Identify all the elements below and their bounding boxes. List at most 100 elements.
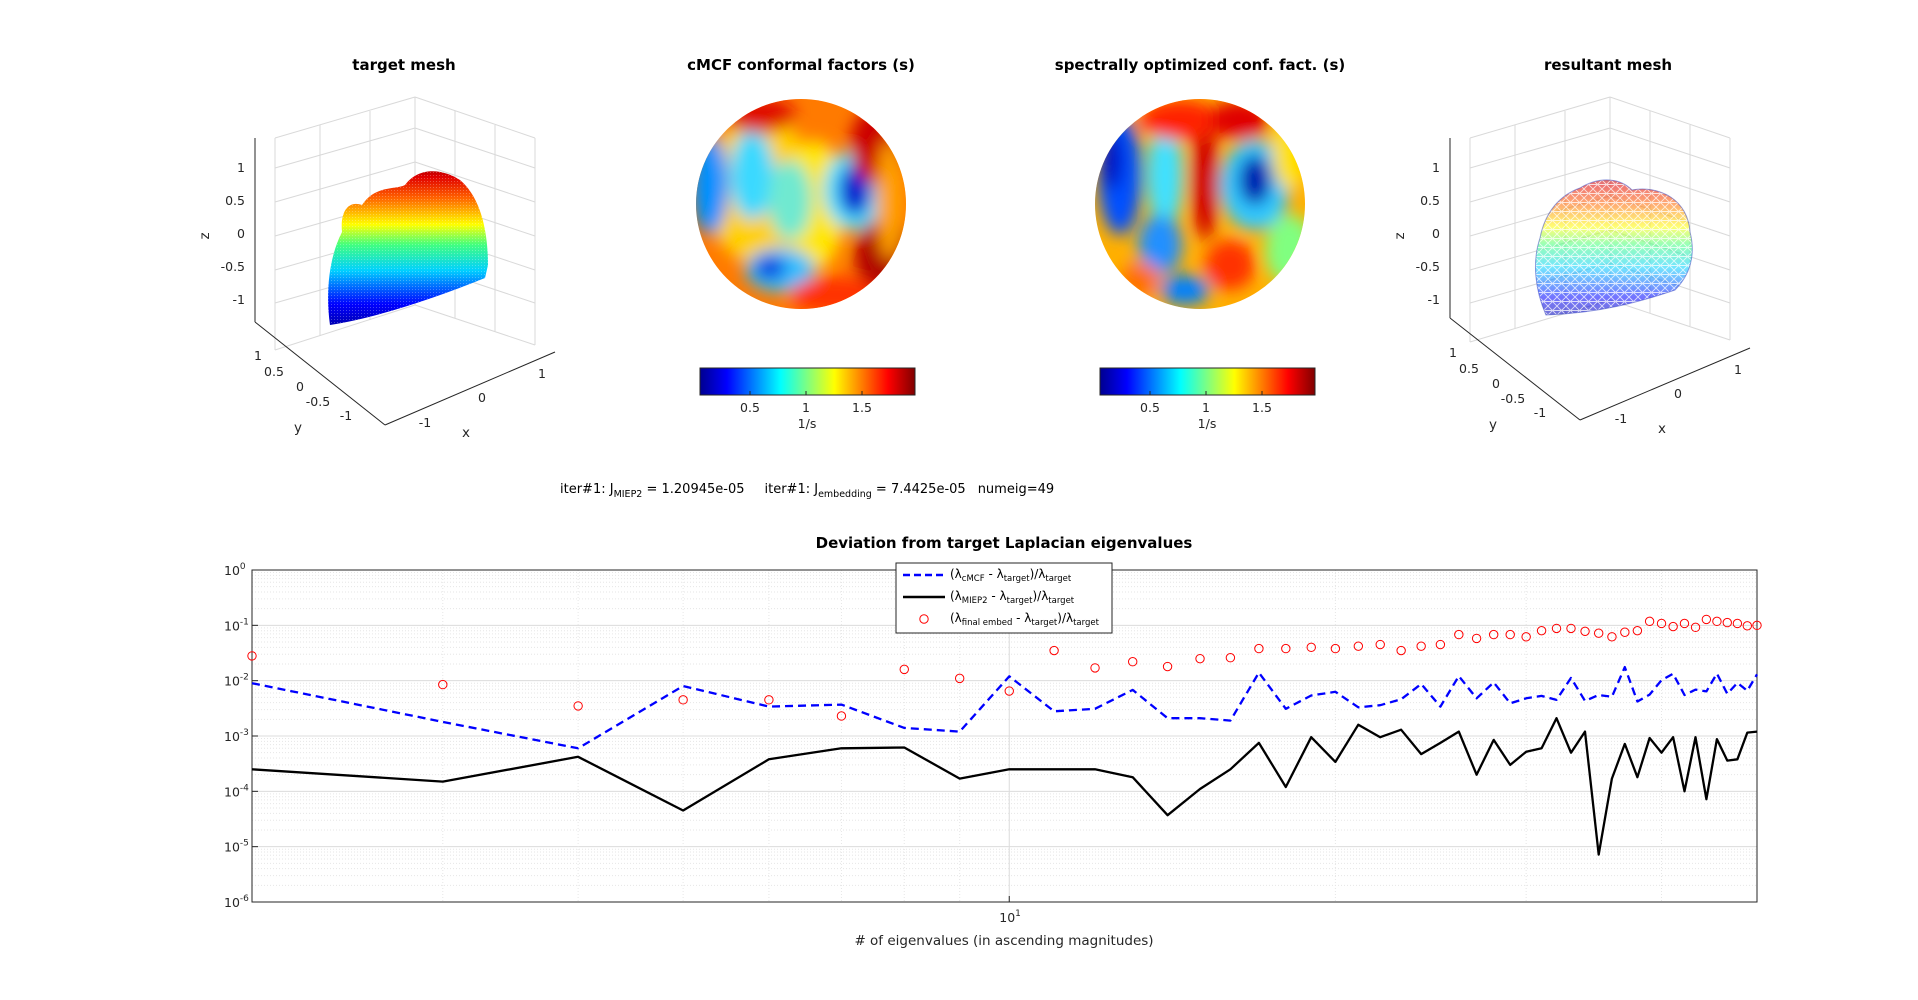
final-embed-point [678,695,688,705]
x-tick-base: 10 [999,910,1015,925]
x-ticks: 101 [999,896,1021,925]
y-tick-base: 10 [224,729,240,744]
x-tick-label: 0 [1674,386,1682,401]
x-tick-label: 1 [538,366,546,381]
legend-label-miep2: (λMIEP2 - λtarget)/λtarget [950,589,1075,606]
info-text: = 1.20945e-05 [642,482,744,497]
y-tick-base: 10 [224,784,240,799]
x-tick-exponent: 1 [1015,909,1021,919]
y-tick-label: 10-2 [224,673,249,689]
final-embed-point [1353,641,1364,651]
x-tick-label: 0 [478,390,486,405]
target-mesh-surface [328,171,488,325]
legend-text: )/λ [1032,589,1048,603]
target-mesh-title: target mesh [352,56,455,74]
final-embed-point [1127,657,1138,667]
colorbar-tick-label: 1.5 [852,400,872,415]
colorbar-unit-label: 1/s [1198,416,1217,431]
final-embed-point [1471,633,1482,644]
y-tick-base: 10 [224,618,240,633]
final-embed-point [1632,625,1643,636]
final-embed-point [1435,639,1446,650]
spectral-title: spectrally optimized conf. fact. (s) [1055,56,1345,74]
spectral-colorbar [1099,367,1316,396]
colorbar-tick-label: 0.5 [740,400,760,415]
legend-subscript: final embed [962,618,1013,628]
final-embed-point [1162,661,1173,672]
legend-subscript: target [1031,618,1058,628]
legend-swatch-final [919,614,929,624]
info-subscript: MIEP2 [614,489,643,500]
chart-legend: (λcMCF - λtarget)/λtarget (λMIEP2 - λtar… [895,562,1113,634]
info-text: numeig=49 [978,482,1054,497]
cmcf-disk [696,99,906,309]
y-tick-label: -0.5 [306,394,330,409]
y-axis-label: y [294,420,302,436]
z-tick-label: 0.5 [1420,193,1440,208]
colorbar-tick-label: 0.5 [1140,400,1160,415]
target-mesh-panel: target mesh 1 0.5 0 - [197,56,556,441]
colorbar-tick-label: 1.5 [1252,400,1272,415]
resultant-mesh-panel: resultant mesh 1 0.5 [1392,56,1751,437]
y-tick-exponent: 0 [240,562,246,572]
final-embed-point [899,664,909,675]
final-embed-point [1375,639,1385,650]
y-tick-label: 0.5 [1459,361,1479,376]
info-text: iter#1: J [765,482,819,497]
final-embed-point [1580,626,1590,637]
final-embed-point [1195,653,1205,664]
y-tick-label: -1 [1534,405,1546,420]
final-embed-point [836,711,847,721]
y-tick-label: 1 [1449,345,1457,360]
final-embed-point [1281,643,1291,654]
cmcf-title: cMCF conformal factors (s) [687,56,915,74]
legend-subscript: cMCF [962,574,985,584]
x-tick-label: 1 [1734,362,1742,377]
y-tick-base: 10 [224,674,240,689]
y-tick-exponent: -2 [240,673,249,683]
x-tick-label: -1 [1615,411,1627,426]
resultant-mesh-surface [1535,179,1693,315]
info-text: = 7.4425e-05 [872,482,966,497]
legend-text: - λ [1012,611,1031,625]
legend-text: (λ [950,589,962,603]
final-embed-point [1416,641,1426,651]
info-text: iter#1: J [560,482,614,497]
x-tick-label: 101 [999,909,1021,925]
final-embed-point [1330,643,1341,654]
final-embed-point [1668,621,1678,632]
final-embed-point [1396,645,1406,656]
z-tick-label: 0.5 [225,193,245,208]
y-axis-label: y [1489,417,1497,433]
z-tick-label: 0 [237,226,245,241]
chart-grid [251,570,1757,903]
final-embed-point [1536,625,1547,636]
y-tick-base: 10 [224,563,240,578]
y-tick-exponent: -1 [240,617,249,627]
y-tick-exponent: -6 [240,894,249,904]
cmcf-panel: cMCF conformal factors (s) [687,56,916,431]
miep2-series-line [251,717,1758,856]
y-tick-label: -1 [340,408,352,423]
legend-text: (λ [950,567,962,581]
info-subscript: embedding [818,489,872,500]
y-tick-label: -0.5 [1501,391,1525,406]
final-embed-point [1690,622,1701,633]
final-embed-point [1732,618,1743,629]
y-tick-label: 0 [296,379,304,394]
final-embed-point [1722,617,1732,628]
legend-subscript: target [1073,618,1100,628]
final-embed-point [1593,628,1604,638]
final-embed-point [1620,627,1630,637]
z-axis-label: z [197,232,213,239]
z-tick-label: -0.5 [1416,259,1440,274]
x-axis-label: x [1658,421,1666,437]
legend-subscript: target [1045,574,1072,584]
legend-subscript: target [1048,596,1075,606]
eigenvalue-deviation-chart: Deviation from target Laplacian eigenval… [224,534,1762,949]
final-embed-point [438,679,448,690]
colorbar-tick-label: 1 [802,400,810,415]
y-tick-label: 100 [224,562,246,578]
final-embed-point [1488,629,1499,640]
final-embed-point [1254,643,1264,654]
